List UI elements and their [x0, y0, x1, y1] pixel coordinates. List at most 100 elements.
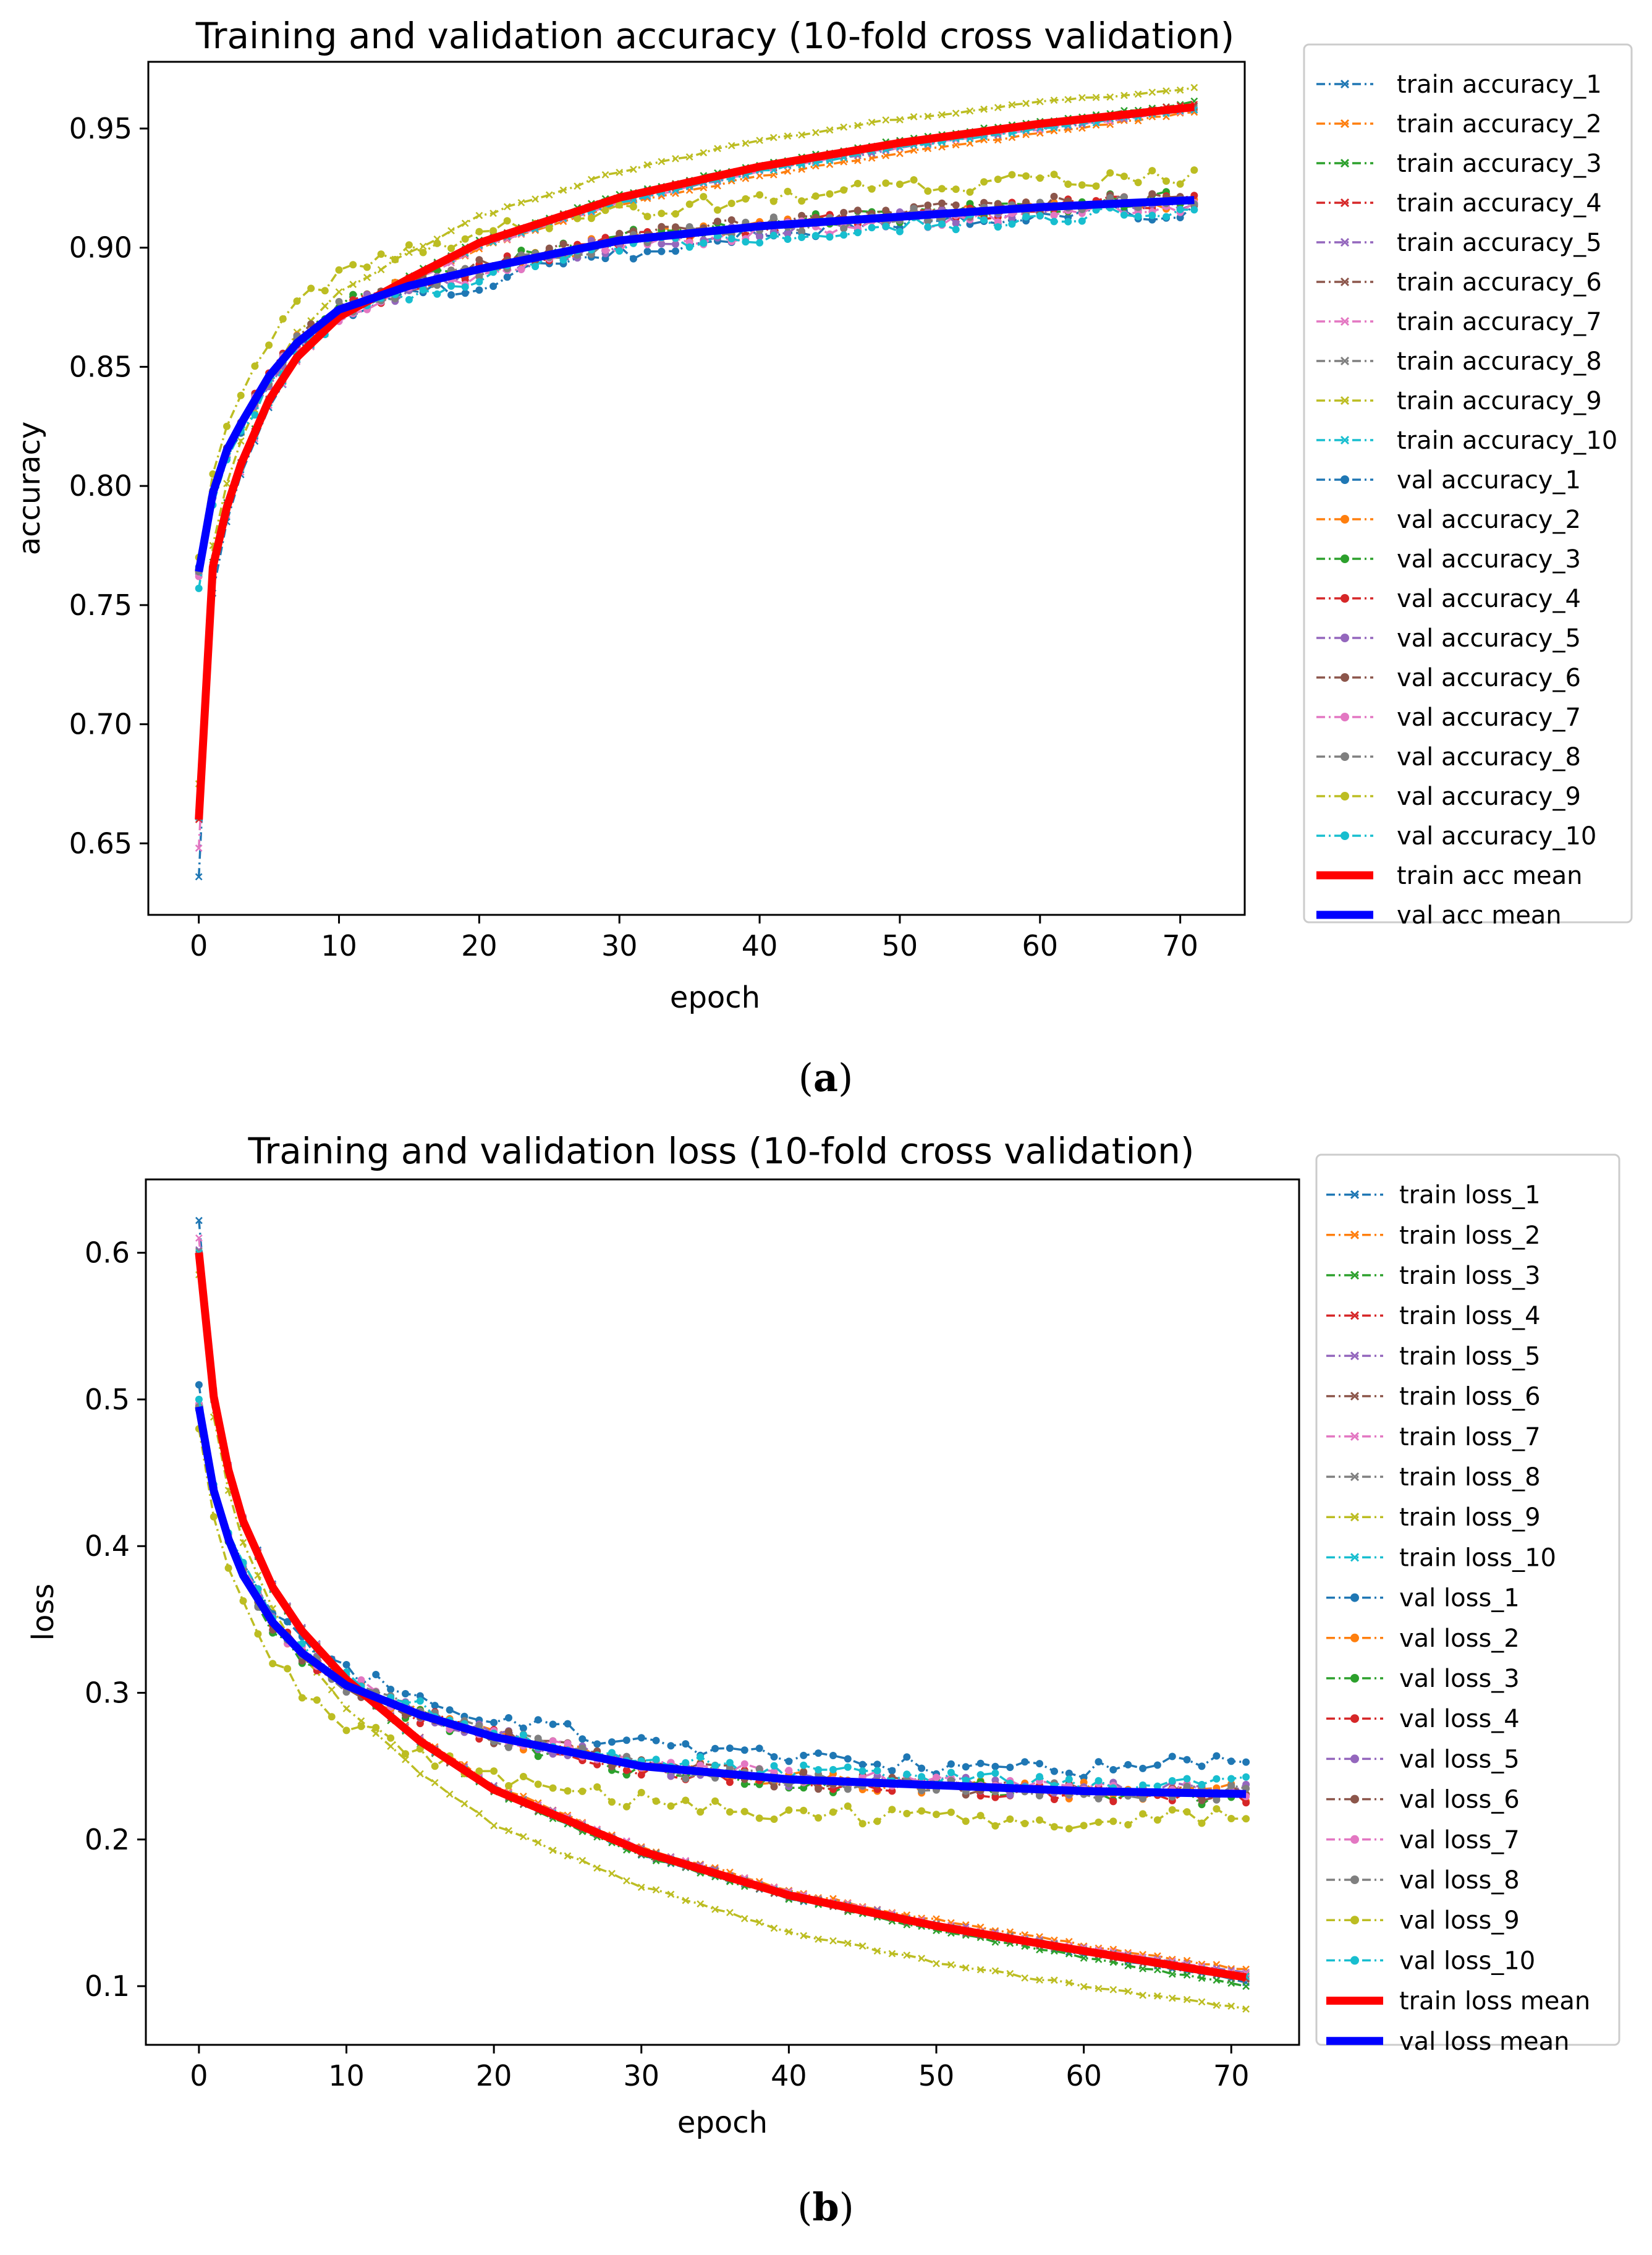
legend-marker — [1350, 1351, 1360, 1361]
data-point — [377, 266, 385, 274]
data-point — [714, 218, 721, 226]
x-tick-label: 70 — [1213, 2059, 1250, 2092]
legend-item-train-accuracy-6: train accuracy_6 — [1316, 268, 1602, 297]
x-tick-label: 10 — [321, 929, 357, 962]
data-point — [868, 185, 876, 193]
data-point — [461, 235, 469, 243]
legend-marker — [1350, 1270, 1360, 1280]
data-point — [918, 1773, 926, 1781]
data-point — [1095, 1777, 1103, 1785]
data-point — [284, 1665, 292, 1673]
data-point — [1183, 1971, 1191, 1979]
data-point — [873, 1767, 881, 1775]
legend-label: val accuracy_8 — [1397, 743, 1581, 771]
data-point — [726, 1778, 734, 1786]
data-point — [489, 210, 497, 217]
data-point — [532, 195, 540, 203]
data-point — [1064, 180, 1072, 188]
legend-item-val-loss-5: val loss_5 — [1326, 1745, 1520, 1773]
data-point — [593, 1740, 601, 1748]
data-point — [811, 192, 820, 200]
data-point — [1080, 1822, 1088, 1830]
legend-marker — [1350, 1794, 1359, 1804]
data-point — [991, 1822, 999, 1830]
data-point — [622, 1766, 630, 1774]
data-point — [195, 844, 203, 852]
data-point — [475, 273, 483, 281]
data-point — [1092, 93, 1100, 101]
data-point — [1213, 1775, 1221, 1783]
data-point — [658, 240, 666, 248]
data-point — [363, 273, 371, 281]
data-point — [223, 422, 231, 430]
data-point — [321, 287, 329, 295]
y-tick-label: 0.5 — [85, 1383, 130, 1416]
data-point — [658, 158, 666, 166]
data-point — [844, 1785, 852, 1793]
data-point — [910, 205, 918, 213]
data-point — [742, 140, 750, 147]
data-point — [1006, 1969, 1014, 1977]
data-point — [1036, 1760, 1043, 1768]
data-point — [1120, 193, 1128, 201]
y-tick-label: 0.75 — [69, 588, 132, 622]
legend-label: train loss_7 — [1399, 1423, 1541, 1451]
data-point — [652, 1756, 660, 1764]
data-point — [616, 247, 624, 255]
data-point — [1198, 1796, 1206, 1804]
data-point — [815, 1785, 823, 1793]
x-tick-label: 50 — [918, 2059, 955, 2092]
data-point — [873, 1817, 881, 1825]
legend-item-val-loss-9: val loss_9 — [1326, 1906, 1520, 1935]
data-point — [798, 211, 806, 219]
data-point — [815, 1749, 823, 1757]
data-point — [815, 1814, 823, 1822]
legend-marker — [1341, 831, 1349, 840]
data-point — [461, 289, 469, 297]
legend-marker — [1340, 119, 1350, 129]
data-point — [976, 1812, 985, 1820]
legend-label: train loss_5 — [1399, 1342, 1541, 1370]
legend-label: train loss_8 — [1399, 1463, 1541, 1492]
legend-marker — [1340, 237, 1350, 247]
data-point — [1051, 1976, 1058, 1984]
legend-marker — [1350, 1875, 1359, 1884]
legend-label: train acc mean — [1397, 862, 1582, 890]
data-point — [1120, 172, 1128, 180]
mean-line — [195, 1252, 1247, 1982]
data-point — [1227, 1979, 1235, 1987]
data-point — [623, 1877, 630, 1885]
data-point — [1148, 88, 1156, 96]
data-point — [239, 1597, 247, 1605]
legend-label: val loss_2 — [1399, 1624, 1520, 1653]
data-point — [980, 198, 988, 206]
data-point — [727, 142, 735, 150]
data-point — [505, 1728, 512, 1736]
data-point — [727, 216, 735, 224]
legend-label: val loss_1 — [1399, 1584, 1520, 1613]
data-point — [924, 113, 932, 121]
data-point — [903, 1951, 911, 1959]
legend-marker — [1341, 752, 1349, 761]
data-point — [1139, 1964, 1146, 1973]
legend-marker — [1350, 1553, 1360, 1562]
data-point — [402, 1756, 409, 1764]
data-point — [769, 213, 777, 221]
data-point — [637, 1788, 645, 1796]
data-point — [1168, 1806, 1176, 1814]
data-point — [517, 198, 525, 206]
legend-marker — [1340, 79, 1350, 89]
panel-caption: (b) — [797, 2185, 854, 2230]
data-point — [1176, 206, 1184, 213]
data-point — [711, 1762, 719, 1770]
data-point — [672, 223, 679, 231]
data-point — [685, 243, 693, 251]
data-point — [1109, 1985, 1117, 1994]
data-point — [1050, 218, 1058, 226]
data-point — [868, 224, 876, 232]
data-point — [770, 1783, 778, 1791]
data-point — [652, 1797, 660, 1805]
data-point — [829, 1752, 837, 1759]
data-point — [1106, 194, 1114, 202]
